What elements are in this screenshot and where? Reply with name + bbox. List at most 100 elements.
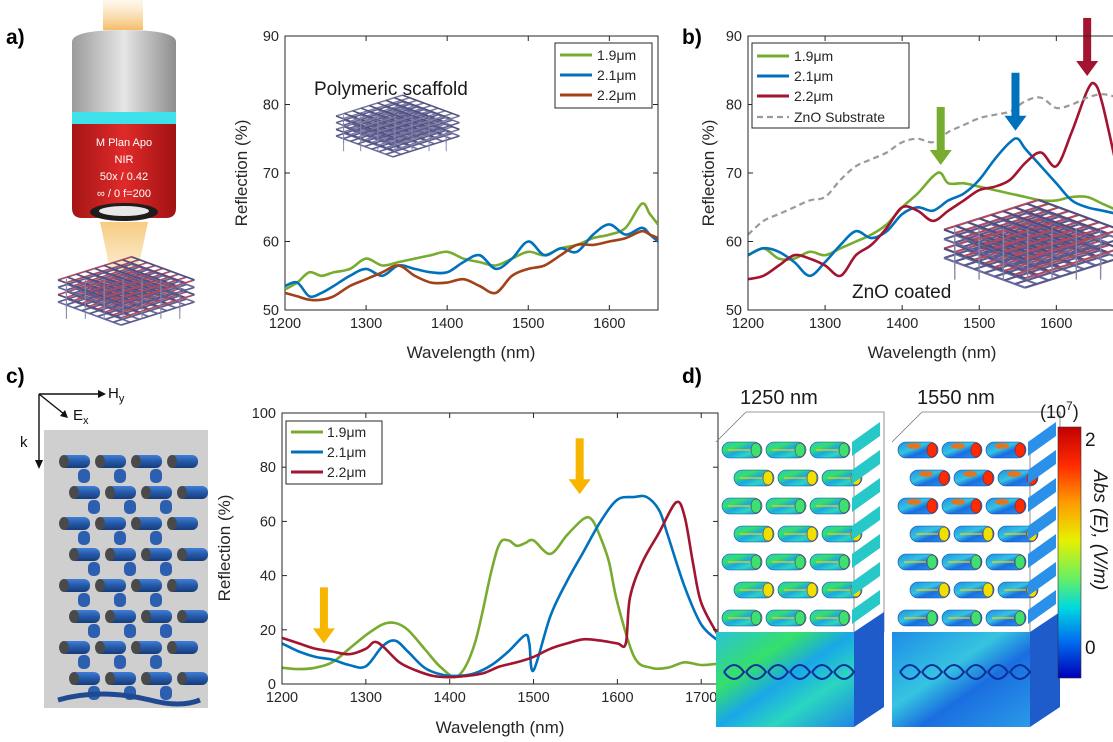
rod-end-cap xyxy=(131,579,141,592)
rod-end-cap xyxy=(177,548,187,561)
rod-end-cap xyxy=(105,548,115,561)
field-map-hotspot xyxy=(927,443,937,457)
field-map-rod-side xyxy=(852,562,880,596)
field-map-hotspot xyxy=(839,611,849,625)
axis-label-hy: Hy xyxy=(108,385,125,405)
field-map-hotspot xyxy=(983,583,993,597)
rod-end-cap xyxy=(167,579,177,592)
rod-end-cap xyxy=(69,610,79,623)
chart-a-legend-label-1: 1.9μm xyxy=(597,47,636,63)
rod-end-cap xyxy=(131,455,141,468)
chart-c-xtick-label: 1400 xyxy=(434,690,466,706)
rod-vertical xyxy=(114,469,126,483)
rod-end-cap xyxy=(69,486,79,499)
chart-b-ytick-label: 80 xyxy=(726,98,742,114)
field-map-hotspot xyxy=(751,443,761,457)
field-map-hotspot xyxy=(1015,611,1025,625)
rod-vertical xyxy=(160,562,172,576)
rod-end-cap xyxy=(59,579,69,592)
panel-label-a: a) xyxy=(6,26,25,49)
chart-b-legend-label-2: 2.1μm xyxy=(794,68,833,84)
chart-b-ylabel: Reflection (%) xyxy=(699,120,718,227)
chart-c-legend-label-1: 1.9μm xyxy=(327,424,366,440)
chart-c-xtick-label: 1700 xyxy=(685,690,717,706)
field-map-hotspot xyxy=(839,555,849,569)
field-map-hotspot xyxy=(807,583,817,597)
chart-a-xtick-label: 1300 xyxy=(350,316,382,332)
field-map-hotspot xyxy=(927,555,937,569)
rod-end-cap xyxy=(95,579,105,592)
rod-vertical xyxy=(114,655,126,669)
rod-end-cap xyxy=(167,641,177,654)
field-map-hotspot xyxy=(795,611,805,625)
rod-end-cap xyxy=(105,610,115,623)
rod-end-cap xyxy=(69,548,79,561)
chart-c-ylabel: Reflection (%) xyxy=(215,495,234,602)
field-map-1250 xyxy=(716,412,884,727)
panel-label-d: d) xyxy=(682,365,702,388)
chart-b-annotation: ZnO coated xyxy=(852,282,951,303)
chart-b-legend: 1.9μm 2.1μm 2.2μm ZnO Substrate xyxy=(752,43,909,128)
chart-c-legend-label-3: 2.2μm xyxy=(327,464,366,480)
chart-c-ytick-label: 80 xyxy=(260,460,276,476)
field-map-box-edge xyxy=(716,412,746,442)
chart-b-xtick-label: 1500 xyxy=(963,316,995,332)
rod-vertical xyxy=(88,562,100,576)
field-map-hotspot xyxy=(795,499,805,513)
rod-end-cap xyxy=(59,641,69,654)
rod-end-cap xyxy=(167,455,177,468)
rod-end-cap xyxy=(141,610,151,623)
rod-end-cap xyxy=(177,610,187,623)
chart-a-legend-label-2: 2.1μm xyxy=(597,67,636,83)
chart-a-xtick-label: 1400 xyxy=(431,316,463,332)
field-map-title-1250: 1250 nm xyxy=(740,387,818,409)
chart-a-ytick-label: 60 xyxy=(263,235,279,251)
rod-end-cap xyxy=(167,517,177,530)
field-map-rod-side xyxy=(1028,506,1056,540)
rod-vertical xyxy=(78,655,90,669)
rod-end-cap xyxy=(95,517,105,530)
rod-vertical xyxy=(150,655,162,669)
rod-end-cap xyxy=(105,486,115,499)
chart-c-arrow-1 xyxy=(313,587,335,643)
chart-a-annotation: Polymeric scaffold xyxy=(314,79,468,100)
rod-vertical xyxy=(114,593,126,607)
rod-vertical xyxy=(124,624,136,638)
rod-end-cap xyxy=(105,672,115,685)
rod-vertical xyxy=(88,500,100,514)
field-map-hotspot xyxy=(971,499,981,513)
chart-b-scaffold-inset xyxy=(944,200,1113,288)
chart-b-ytick-label: 90 xyxy=(726,29,742,45)
field-map-rod-side xyxy=(1028,422,1056,456)
field-map-hotspot xyxy=(1007,471,1021,477)
field-map-hotspot xyxy=(751,555,761,569)
color-scale-exponent: (107) xyxy=(1040,399,1079,422)
chart-b-legend-label-4: ZnO Substrate xyxy=(794,109,885,125)
field-map-hotspot xyxy=(907,443,921,449)
chart-c-ytick-label: 100 xyxy=(252,406,276,422)
chart-a-series-3 xyxy=(285,231,658,300)
field-map-hotspot xyxy=(971,611,981,625)
field-map-hotspot xyxy=(763,583,773,597)
rod-end-cap xyxy=(141,548,151,561)
field-map-hotspot xyxy=(995,443,1009,449)
field-map-hotspot xyxy=(971,443,981,457)
objective-band xyxy=(72,112,176,124)
rod-end-cap xyxy=(95,641,105,654)
field-map-hotspot xyxy=(971,555,981,569)
chart-a-scaffold-inset xyxy=(336,95,460,157)
chart-b-xtick-label: 1400 xyxy=(886,316,918,332)
field-map-hotspot xyxy=(927,611,937,625)
rod-end-cap xyxy=(131,641,141,654)
chart-c-ytick-label: 0 xyxy=(268,677,276,693)
rod-vertical xyxy=(150,469,162,483)
field-map-rod-side xyxy=(852,506,880,540)
field-map-hotspot xyxy=(983,527,993,541)
field-map-rod-side xyxy=(852,450,880,484)
field-map-substrate-side xyxy=(1030,612,1060,727)
field-map-hotspot xyxy=(795,555,805,569)
chart-a-ytick-label: 80 xyxy=(263,98,279,114)
